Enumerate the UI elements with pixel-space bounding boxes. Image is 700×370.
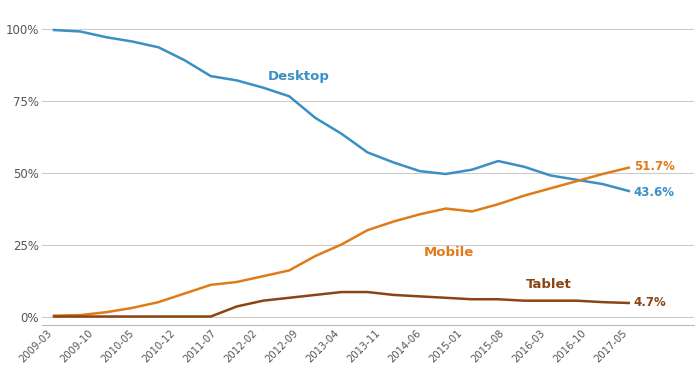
Text: Mobile: Mobile: [424, 246, 474, 259]
Text: 51.7%: 51.7%: [634, 160, 675, 173]
Text: Tablet: Tablet: [526, 278, 572, 291]
Text: 43.6%: 43.6%: [634, 186, 675, 199]
Text: Desktop: Desktop: [267, 70, 330, 83]
Text: 4.7%: 4.7%: [634, 296, 666, 309]
